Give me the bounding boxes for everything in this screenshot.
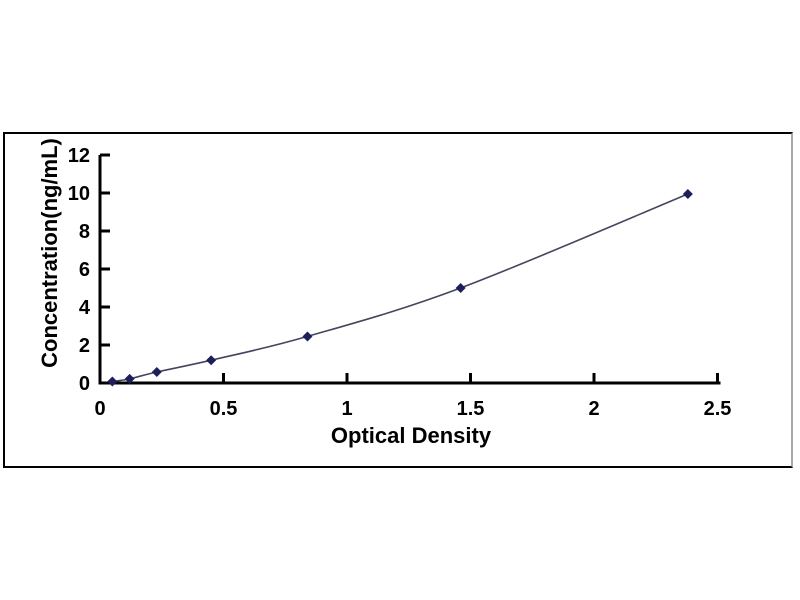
chart-frame: 0 0.5 1 1.5 2 2.5 0 2 4 6 8 10 12 Optical Density Co…: [3, 132, 793, 468]
data-point-marker: [124, 373, 135, 384]
x-tick-label: 2: [588, 398, 599, 420]
x-tick-label: 0.5: [210, 398, 238, 420]
x-tick-label: 0: [94, 398, 105, 420]
y-axis-title: Concentration(ng/mL): [37, 138, 62, 368]
y-tick-label: 2: [79, 335, 90, 357]
y-tick-label: 6: [79, 259, 90, 281]
standard-curve-plot: 0 0.5 1 1.5 2 2.5 0 2 4 6 8 10 12 Optical Density Co…: [37, 138, 732, 448]
data-point-marker: [455, 283, 466, 293]
y-tick-label: 8: [79, 221, 90, 243]
tick-labels: 0 0.5 1 1.5 2 2.5 0 2 4 6 8 10 12: [68, 145, 732, 420]
data-point-marker: [302, 331, 313, 342]
y-tick-label: 0: [79, 373, 90, 395]
data-point-marker: [107, 376, 118, 387]
data-point-marker: [151, 366, 162, 377]
x-tick-label: 1: [341, 398, 352, 420]
curve-series: [107, 188, 693, 387]
axes: [98, 153, 721, 385]
y-tick-label: 4: [79, 297, 91, 319]
standard-curve-line: [112, 193, 689, 383]
y-tick-label: 12: [68, 145, 90, 167]
x-axis-title: Optical Density: [331, 423, 492, 448]
x-tick-label: 1.5: [457, 398, 485, 420]
x-tick-label: 2.5: [704, 398, 732, 420]
y-tick-label: 10: [68, 183, 90, 205]
data-point-marker: [682, 188, 693, 199]
data-point-marker: [206, 355, 217, 366]
